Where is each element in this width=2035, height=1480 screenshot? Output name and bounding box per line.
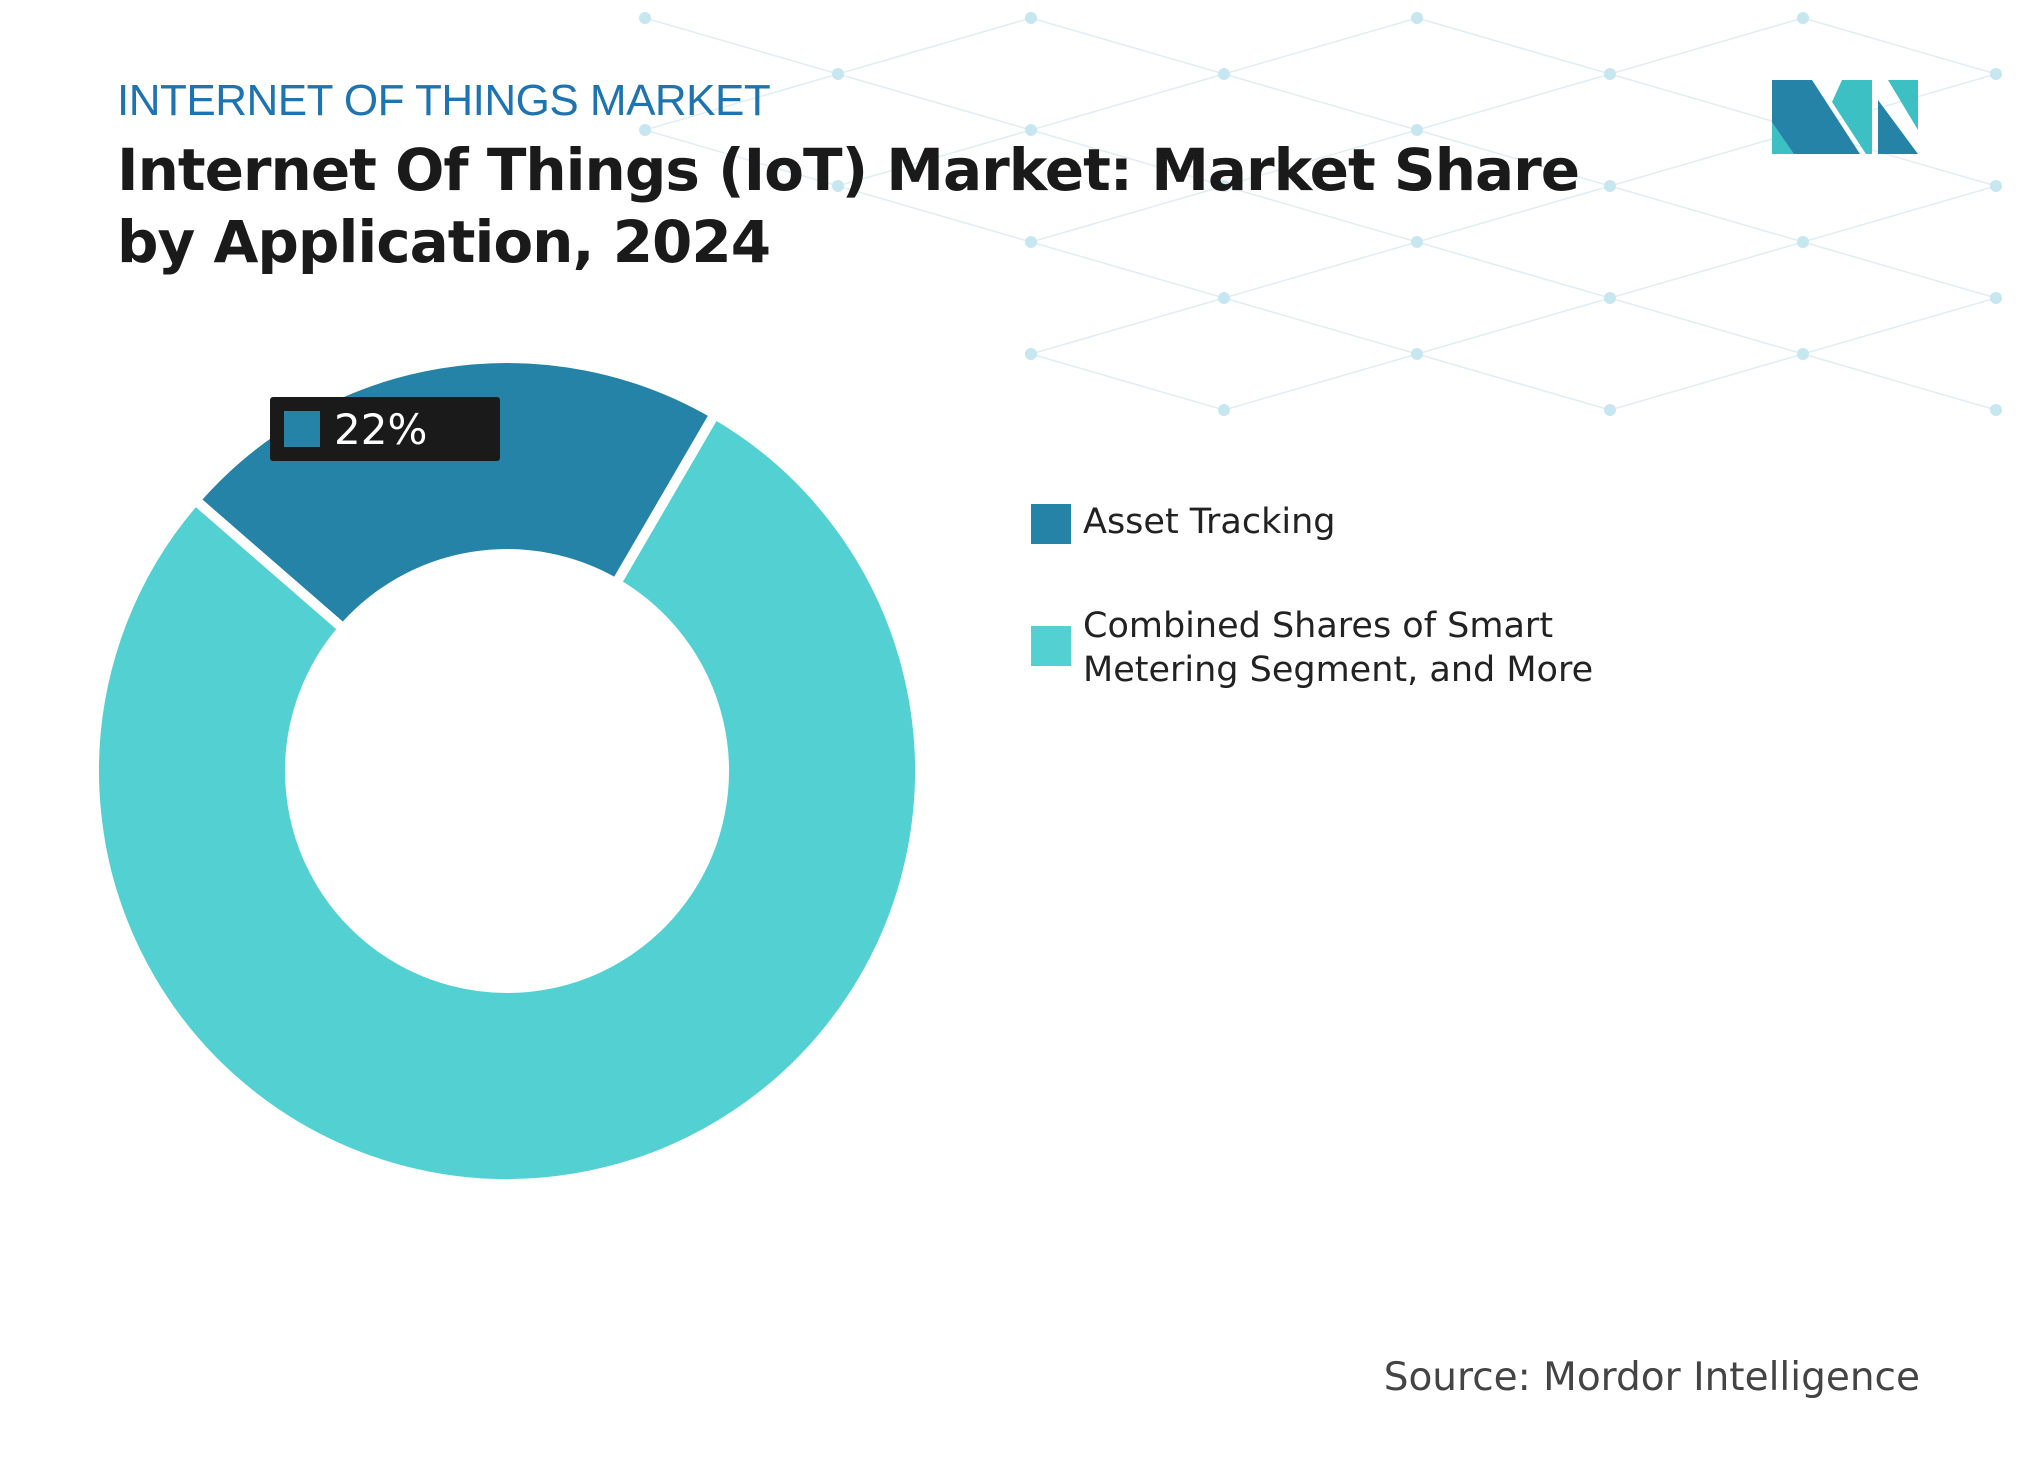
pattern-line <box>1223 73 1418 131</box>
mordor-logo <box>1772 80 1918 154</box>
pattern-line <box>1223 17 1418 75</box>
pattern-line <box>1223 241 1418 299</box>
pattern-line <box>644 129 839 187</box>
pattern-line <box>1030 129 1225 187</box>
pattern-dot <box>1411 348 1423 360</box>
pattern-line <box>1609 17 1804 75</box>
pattern-line <box>1416 129 1611 187</box>
pattern-dot <box>1797 12 1809 24</box>
pattern-line <box>1223 353 1418 411</box>
pattern-dot <box>1411 124 1423 136</box>
pattern-line <box>1802 241 1997 299</box>
pattern-dot <box>1218 68 1230 80</box>
pattern-dot <box>1990 180 2002 192</box>
pattern-dot <box>1218 404 1230 416</box>
pattern-line <box>1030 241 1225 299</box>
pattern-line <box>1802 17 1997 75</box>
pattern-line <box>1802 185 1997 243</box>
pattern-line <box>1416 73 1611 131</box>
pattern-dot <box>1218 180 1230 192</box>
pattern-line <box>644 17 839 75</box>
donut-slice-combined <box>89 407 925 1189</box>
pattern-line <box>1223 129 1418 187</box>
pattern-line <box>1609 73 1804 131</box>
legend-item-asset-tracking: Asset Tracking <box>1031 500 1643 544</box>
pattern-dot <box>1990 404 2002 416</box>
pattern-dot <box>1797 348 1809 360</box>
pattern-line <box>837 73 1032 131</box>
pattern-dot <box>1990 292 2002 304</box>
pattern-line <box>1609 129 1804 187</box>
pattern-dot <box>1797 236 1809 248</box>
pattern-line <box>1609 353 1804 411</box>
pattern-dot <box>832 68 844 80</box>
data-label-asset-tracking: 22% <box>270 397 500 461</box>
legend-swatch <box>1031 626 1071 666</box>
pattern-dot <box>639 12 651 24</box>
pattern-line <box>1609 185 1804 243</box>
pattern-line <box>1030 185 1225 243</box>
donut-chart <box>89 353 925 1189</box>
pattern-dot <box>1025 124 1037 136</box>
pattern-line <box>1223 185 1418 243</box>
pattern-line <box>1802 353 1997 411</box>
data-label-text: 22% <box>334 404 428 454</box>
legend-swatch <box>1031 504 1071 544</box>
pattern-dot <box>639 124 651 136</box>
pattern-line <box>1416 353 1611 411</box>
pattern-dot <box>832 180 844 192</box>
legend: Asset Tracking Combined Shares of Smart … <box>1031 500 1643 752</box>
pattern-dot <box>1990 68 2002 80</box>
pattern-dot <box>1025 12 1037 24</box>
pattern-line <box>1416 17 1611 75</box>
pattern-line <box>1416 297 1611 355</box>
pattern-dot <box>1025 236 1037 248</box>
pattern-dot <box>1218 292 1230 304</box>
pattern-line <box>1609 297 1804 355</box>
chart-kicker: INTERNET OF THINGS MARKET <box>117 76 771 125</box>
legend-item-combined: Combined Shares of Smart Metering Segmen… <box>1031 604 1643 692</box>
pattern-line <box>1030 297 1225 355</box>
pattern-line <box>837 129 1032 187</box>
pattern-line <box>1030 73 1225 131</box>
pattern-dot <box>1025 348 1037 360</box>
source-note: Source: Mordor Intelligence <box>1383 1355 1920 1400</box>
pattern-line <box>1802 297 1997 355</box>
pattern-line <box>1416 241 1611 299</box>
chart-title: Internet Of Things (IoT) Market: Market … <box>117 136 1580 276</box>
background-network-pattern <box>639 12 2002 416</box>
pattern-dot <box>1411 12 1423 24</box>
pattern-line <box>837 185 1032 243</box>
pattern-line <box>644 73 839 131</box>
pattern-line <box>1223 297 1418 355</box>
data-label-swatch <box>284 411 320 447</box>
pattern-line <box>1416 185 1611 243</box>
pattern-line <box>1030 17 1225 75</box>
pattern-dot <box>1604 292 1616 304</box>
pattern-dot <box>1604 404 1616 416</box>
pattern-line <box>1030 353 1225 411</box>
pattern-dot <box>1604 68 1616 80</box>
pattern-dot <box>1604 180 1616 192</box>
pattern-line <box>837 17 1032 75</box>
legend-label: Combined Shares of Smart Metering Segmen… <box>1083 606 1594 690</box>
legend-label: Asset Tracking <box>1083 502 1336 542</box>
pattern-line <box>1609 241 1804 299</box>
pattern-dot <box>1411 236 1423 248</box>
